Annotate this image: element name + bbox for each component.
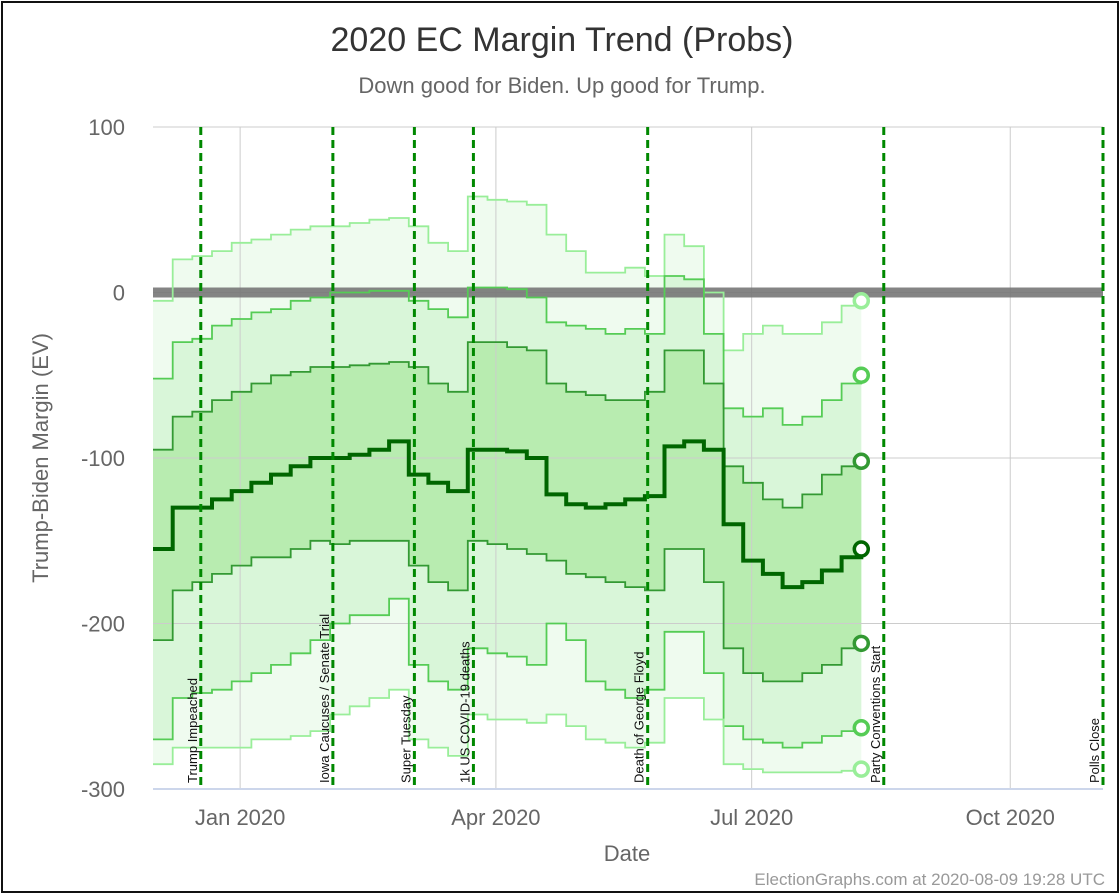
y-tick-label: -200 <box>81 612 125 637</box>
confidence-band <box>153 342 862 682</box>
event-label: Polls Close <box>1087 718 1102 783</box>
y-axis-ticks: 100 0 -100 -200 -300 <box>81 115 125 802</box>
x-tick-label: Jul 2020 <box>710 805 793 830</box>
endpoint-marker <box>852 540 871 558</box>
x-axis-title: Date <box>604 841 650 866</box>
event-label: Trump Impeached <box>185 678 200 783</box>
x-tick-label: Oct 2020 <box>966 805 1055 830</box>
endpoint-marker <box>852 366 871 384</box>
endpoint-marker <box>852 760 871 778</box>
band-edge-line <box>153 195 863 352</box>
endpoint-marker <box>852 634 871 653</box>
series-lines <box>153 195 864 774</box>
band-edge-line <box>153 597 863 749</box>
endpoint-marker <box>852 292 871 310</box>
band-edge-line <box>153 275 863 426</box>
endpoint-marker <box>852 452 871 471</box>
y-axis-title: Trump-Biden Margin (EV) <box>28 333 53 583</box>
x-tick-label: Jan 2020 <box>195 805 286 830</box>
event-label: Death of George Floyd <box>632 651 647 783</box>
y-tick-label: -300 <box>81 777 125 802</box>
band-edge-line <box>153 688 863 774</box>
y-tick-label: 100 <box>88 115 125 140</box>
x-tick-label: Apr 2020 <box>451 805 540 830</box>
event-label: Super Tuesday <box>398 695 413 783</box>
credit-text: ElectionGraphs.com at 2020-08-09 19:28 U… <box>754 870 1105 889</box>
median-line <box>153 439 864 590</box>
endpoint-marker <box>852 719 871 737</box>
event-label: Iowa Caucuses / Senate Trial <box>317 614 332 783</box>
ec-margin-trend-chart: 2020 EC Margin Trend (Probs) Down good f… <box>28 21 1105 889</box>
event-label: 1k US COVID-19 deaths <box>457 641 472 783</box>
chart-subtitle: Down good for Biden. Up good for Trump. <box>358 73 765 98</box>
chart-title: 2020 EC Margin Trend (Probs) <box>331 21 794 59</box>
endpoint-markers <box>852 292 871 778</box>
event-markers: Trump Impeached Iowa Caucuses / Senate Tr… <box>185 127 1105 789</box>
x-axis-ticks: Jan 2020 Apr 2020 Jul 2020 Oct 2020 <box>195 805 1055 830</box>
event-label: Party Conventions Start <box>868 645 883 783</box>
band-edge-line <box>153 341 863 509</box>
band-edge-line <box>153 539 863 683</box>
y-tick-label: 0 <box>113 281 125 306</box>
y-tick-label: -100 <box>81 446 125 471</box>
